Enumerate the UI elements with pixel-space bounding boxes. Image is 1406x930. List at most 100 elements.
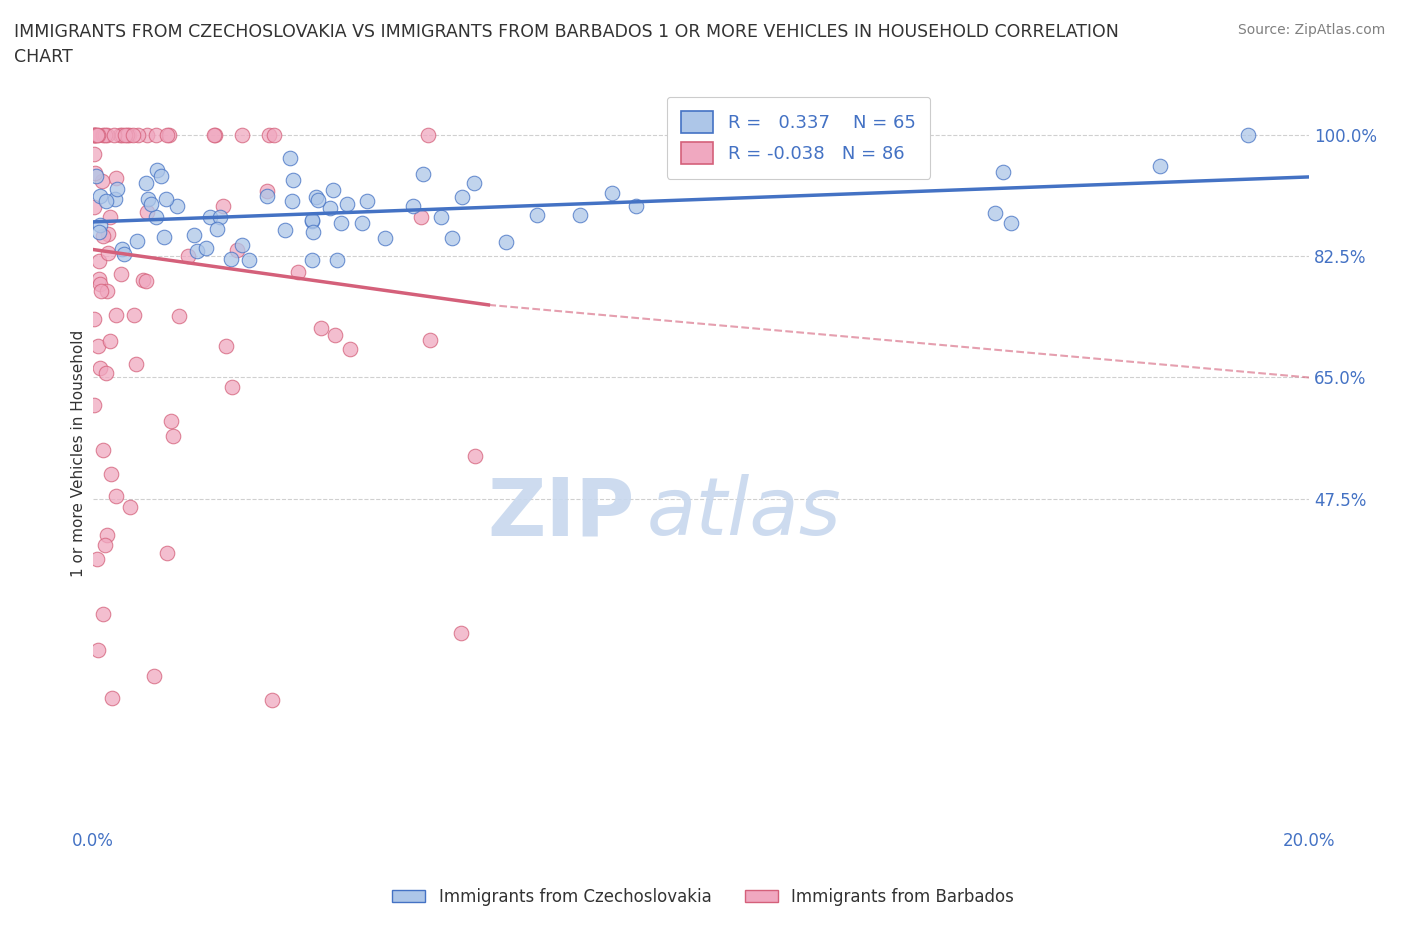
Point [143,669,166,684]
Point [311,321,333,336]
Point [374,231,396,246]
Point [89,189,111,204]
Point [89,276,111,291]
Point [96,365,118,380]
Point [89,225,111,240]
Point [98,210,121,225]
Point [280,151,302,166]
Point [208,209,231,224]
Point [402,198,425,213]
Point [136,128,159,143]
Point [136,192,159,206]
Point [90,284,112,299]
Point [96,128,118,143]
Point [139,196,162,211]
Point [301,224,323,239]
Point [149,169,172,184]
Point [260,693,283,708]
Point [160,413,183,428]
Point [91,229,114,244]
Point [112,246,135,261]
Point [118,499,141,514]
Point [212,198,235,213]
Point [887,161,910,176]
Point [83,312,105,327]
Point [86,551,108,566]
Point [624,198,647,213]
Point [132,272,155,287]
Point [111,128,134,143]
Point [307,193,329,207]
Text: ZIP: ZIP [486,474,634,552]
Point [283,173,305,188]
Point [356,194,378,209]
Point [86,128,108,143]
Point [167,309,190,324]
Point [166,198,188,213]
Point [177,249,200,264]
Point [1000,216,1022,231]
Point [87,128,110,143]
Point [231,128,253,143]
Point [110,266,132,281]
Point [104,488,127,503]
Point [135,205,157,219]
Point [409,209,432,224]
Point [101,690,124,705]
Point [186,243,208,258]
Point [256,189,278,204]
Point [83,398,105,413]
Point [83,147,105,162]
Point [200,209,222,224]
Point [281,193,304,208]
Point [84,168,107,183]
Point [91,606,114,621]
Text: CHART: CHART [14,48,73,66]
Point [114,128,136,143]
Point [301,213,323,228]
Point [301,213,323,228]
Point [86,643,108,658]
Legend: R =   0.337    N = 65, R = -0.038   N = 86: R = 0.337 N = 65, R = -0.038 N = 86 [666,97,931,179]
Point [94,128,117,143]
Point [1149,159,1171,174]
Point [221,379,243,394]
Point [319,201,342,216]
Point [122,307,145,322]
Point [301,252,323,267]
Text: IMMIGRANTS FROM CZECHOSLOVAKIA VS IMMIGRANTS FROM BARBADOS 1 OR MORE VEHICLES IN: IMMIGRANTS FROM CZECHOSLOVAKIA VS IMMIGR… [14,23,1119,41]
Point [339,341,361,356]
Point [156,546,179,561]
Y-axis label: 1 or more Vehicles in Household: 1 or more Vehicles in Household [72,330,86,578]
Point [111,241,134,256]
Point [100,466,122,481]
Point [127,128,149,143]
Point [122,128,145,143]
Point [83,128,105,143]
Point [83,128,105,143]
Point [83,199,105,214]
Point [159,128,181,143]
Point [89,360,111,375]
Point [419,332,441,347]
Point [83,128,105,143]
Point [569,208,592,223]
Point [325,328,347,343]
Point [463,175,485,190]
Point [91,442,114,457]
Point [90,173,112,188]
Point [495,234,517,249]
Point [450,190,472,205]
Point [89,218,111,232]
Point [330,216,353,231]
Point [97,246,120,261]
Text: atlas: atlas [647,474,841,552]
Point [135,273,157,288]
Point [96,193,118,208]
Point [91,128,114,143]
Point [412,167,434,182]
Point [204,128,226,143]
Point [156,128,179,143]
Point [125,233,148,248]
Point [89,272,111,286]
